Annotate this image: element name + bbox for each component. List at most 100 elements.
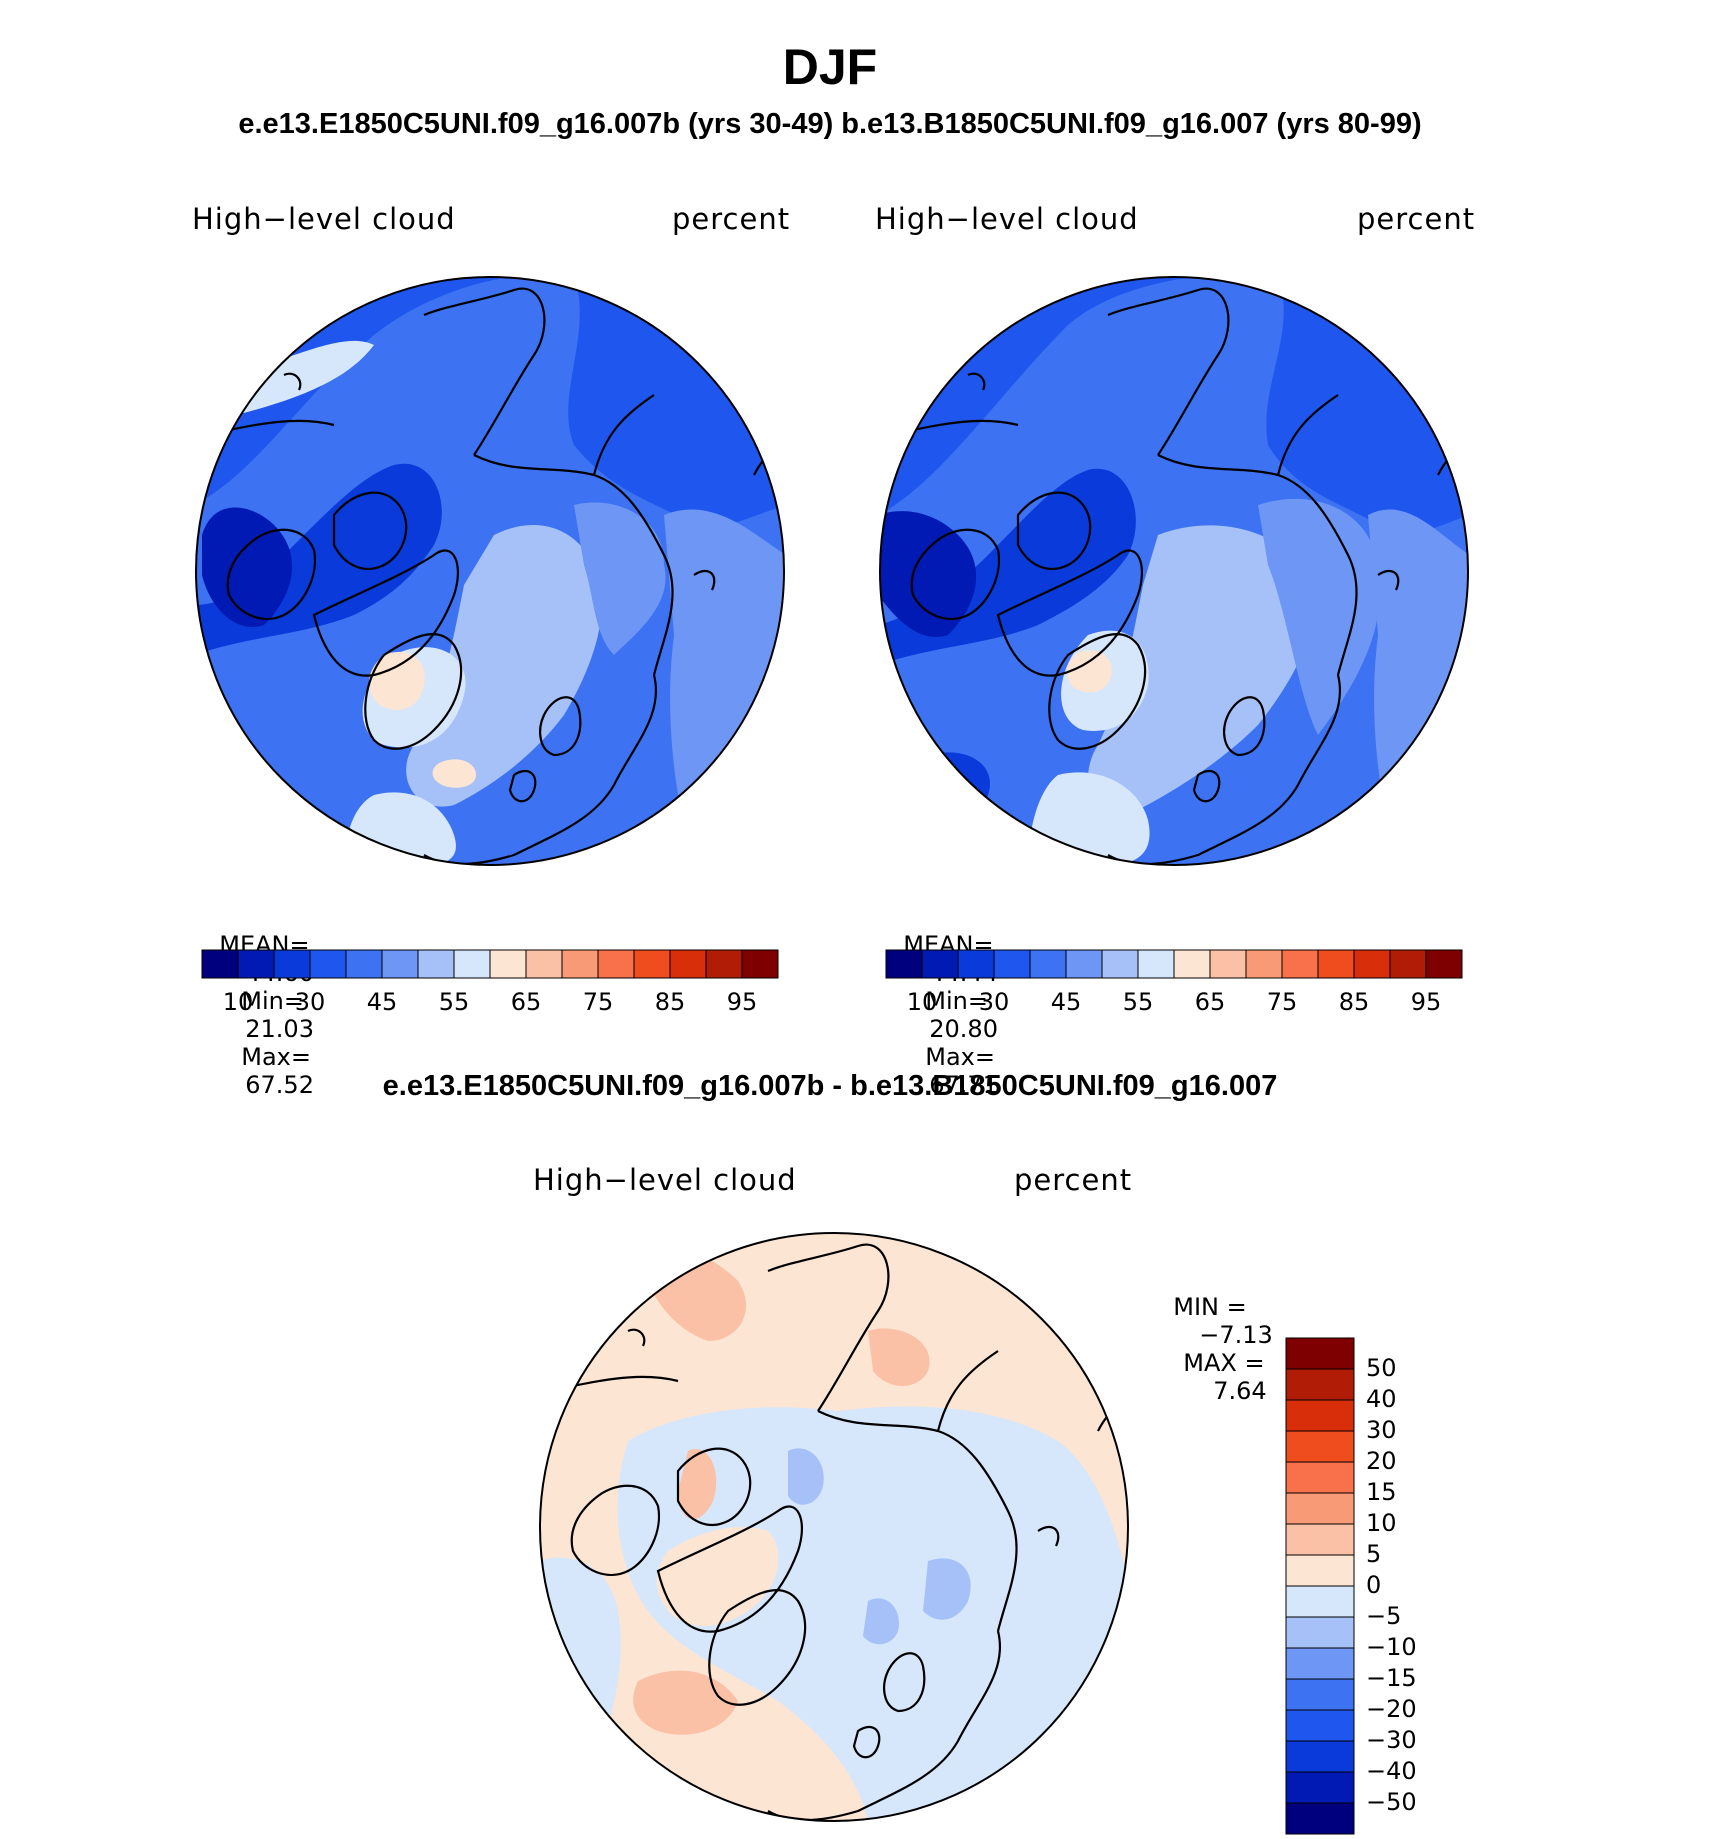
diff-colorbar-swatch <box>1285 1461 1355 1494</box>
panel-2-field-region <box>880 511 977 637</box>
colorbar-swatch <box>489 949 527 979</box>
colorbar-swatch <box>237 949 275 979</box>
colorbar-tick-label: 75 <box>1266 988 1298 1016</box>
panel-2-units: percent <box>1357 202 1476 236</box>
colorbar-swatch <box>993 949 1031 979</box>
colorbar-swatch <box>417 949 455 979</box>
panel-1-field-region <box>196 277 284 345</box>
diff-colorbar-swatch <box>1285 1647 1355 1680</box>
diff-min-value: −7.13 <box>1199 1321 1273 1349</box>
diff-colorbar-tick-label: 15 <box>1366 1478 1397 1506</box>
colorbar-tick-label: 10 <box>906 988 938 1016</box>
colorbar-swatch <box>741 949 779 979</box>
colorbar-tick-label: 30 <box>294 988 326 1016</box>
panel-1-field-region <box>664 509 784 865</box>
colorbar-tick-label: 85 <box>1338 988 1370 1016</box>
diff-colorbar <box>1285 1337 1355 1835</box>
diff-colorbar-swatch <box>1285 1740 1355 1773</box>
colorbar-tick-label: 30 <box>978 988 1010 1016</box>
diff-max-value: 7.64 <box>1213 1377 1267 1405</box>
colorbar-swatch <box>705 949 743 979</box>
diff-colorbar-swatch <box>1285 1430 1355 1463</box>
panel-1-map-border <box>195 276 785 866</box>
diff-field-region <box>540 1557 621 1821</box>
colorbar-swatch <box>957 949 995 979</box>
panel-1-max-label: Max= <box>241 1043 311 1071</box>
diff-colorbar-swatch <box>1285 1802 1355 1835</box>
colorbar-swatch <box>561 949 599 979</box>
panel-1-field-region <box>196 277 784 528</box>
diff-colorbar-tick-label: 20 <box>1366 1447 1397 1475</box>
diff-colorbar-tick-label: 30 <box>1366 1416 1397 1444</box>
colorbar-swatch <box>525 949 563 979</box>
colorbar-tick-label: 45 <box>366 988 398 1016</box>
colorbar-swatch <box>1065 949 1103 979</box>
diff-colorbar-swatch <box>1285 1368 1355 1401</box>
colorbar-swatch <box>1425 949 1463 979</box>
diff-variable: High−level cloud <box>533 1163 797 1197</box>
diff-min-label: MIN = <box>1173 1293 1247 1321</box>
diff-colorbar-swatch <box>1285 1585 1355 1618</box>
panel-1-field-region <box>432 759 476 788</box>
panel-1-field-region <box>202 507 293 627</box>
panel-1-min-value: 21.03 <box>245 1015 314 1043</box>
colorbar-swatch <box>1101 949 1139 979</box>
colorbar-swatch <box>597 949 635 979</box>
diff-colorbar-tick-label: −5 <box>1366 1602 1402 1630</box>
diff-max-label: MAX = <box>1183 1349 1265 1377</box>
panel-2-variable: High−level cloud <box>875 202 1139 236</box>
colorbar-swatch <box>885 949 923 979</box>
diff-colorbar-tick-label: 10 <box>1366 1509 1397 1537</box>
panel-2-field-region <box>1066 650 1112 693</box>
diff-field-region <box>656 1527 779 1626</box>
panel-1-field-region <box>368 651 425 710</box>
colorbar-swatch <box>1173 949 1211 979</box>
panel-1-field-region <box>574 502 666 655</box>
diff-field-region <box>868 1328 930 1386</box>
diff-colorbar-ticks: 50 40 30 20 15 10 5 0 −5 −10 −15 −20 −30 −40 −50 <box>1366 1338 1466 1834</box>
colorbar-swatch <box>1353 949 1391 979</box>
colorbar-swatch <box>1389 949 1427 979</box>
panel-1-colorbar-ticks: 10 30 45 55 65 75 85 95 <box>202 988 778 1018</box>
diff-colorbar-swatch <box>1285 1771 1355 1804</box>
panel-2-colorbar-ticks: 10 30 45 55 65 75 85 95 <box>886 988 1462 1018</box>
panel-2-field-region <box>1088 525 1315 817</box>
colorbar-swatch <box>453 949 491 979</box>
panel-1-stats: MEAN= 44.60 Min= 21.03 Max= 67.52 <box>204 903 314 1099</box>
colorbar-swatch <box>201 949 239 979</box>
diff-colorbar-swatch <box>1285 1399 1355 1432</box>
colorbar-swatch <box>309 949 347 979</box>
diff-field-region <box>788 1448 824 1505</box>
diff-colorbar-swatch <box>1285 1616 1355 1649</box>
panel-1-min-label: Min= <box>241 987 304 1015</box>
colorbar-tick-label: 55 <box>1122 988 1154 1016</box>
colorbar-tick-label: 10 <box>222 988 254 1016</box>
panel-1-map <box>195 276 785 866</box>
colorbar-tick-label: 45 <box>1050 988 1082 1016</box>
diff-colorbar-tick-label: 40 <box>1366 1385 1397 1413</box>
panel-1-field-region <box>406 525 603 807</box>
panel-1-variable: High−level cloud <box>192 202 456 236</box>
colorbar-swatch <box>345 949 383 979</box>
diff-colorbar-tick-label: −40 <box>1366 1757 1417 1785</box>
diff-map-border <box>539 1232 1129 1822</box>
colorbar-tick-label: 85 <box>654 988 686 1016</box>
diff-colorbar-tick-label: −30 <box>1366 1726 1417 1754</box>
colorbar-tick-label: 95 <box>1410 988 1442 1016</box>
diff-stats: MIN = −7.13 MAX = 7.64 <box>1158 1265 1273 1405</box>
diff-colorbar-tick-label: 50 <box>1366 1354 1397 1382</box>
colorbar-swatch <box>1029 949 1067 979</box>
colorbar-swatch <box>1137 949 1175 979</box>
panel-2-min-label: Min= <box>925 987 988 1015</box>
panel-2-map <box>879 276 1469 866</box>
colorbar-swatch <box>1245 949 1283 979</box>
diff-units: percent <box>1014 1163 1133 1197</box>
colorbar-swatch <box>273 949 311 979</box>
colorbar-tick-label: 65 <box>1194 988 1226 1016</box>
diff-field-region <box>678 1449 717 1520</box>
diff-colorbar-tick-label: −20 <box>1366 1695 1417 1723</box>
colorbar-swatch <box>1317 949 1355 979</box>
diff-colorbar-swatch <box>1285 1523 1355 1556</box>
colorbar-tick-label: 65 <box>510 988 542 1016</box>
diff-field-region <box>923 1558 971 1620</box>
